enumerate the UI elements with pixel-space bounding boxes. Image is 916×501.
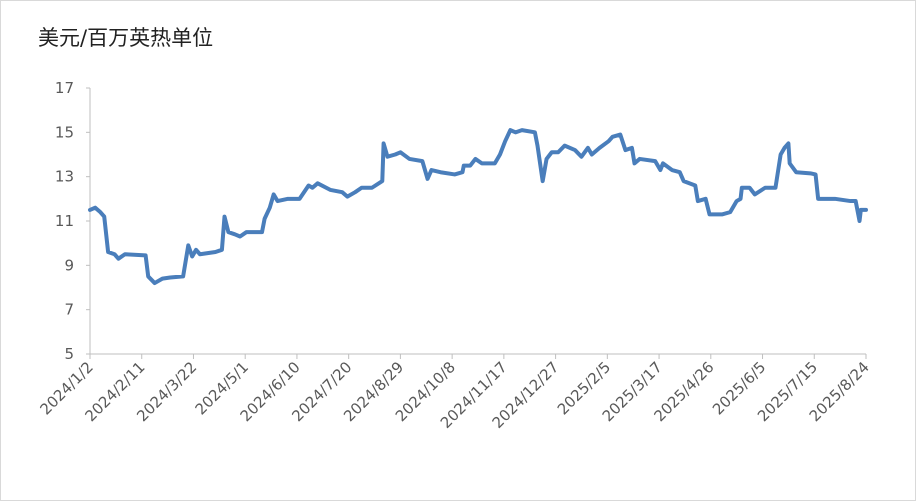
- data-line: [88, 128, 868, 286]
- y-tick-label: 11: [55, 212, 74, 230]
- y-tick-label: 9: [64, 256, 74, 274]
- y-tick-label: 15: [55, 123, 74, 141]
- y-tick-label: 7: [64, 301, 74, 319]
- chart-title: 美元/百万英热单位: [38, 26, 213, 50]
- y-tick-label: 17: [55, 79, 74, 97]
- y-tick-label: 13: [55, 168, 74, 186]
- y-tick-label: 5: [64, 345, 74, 363]
